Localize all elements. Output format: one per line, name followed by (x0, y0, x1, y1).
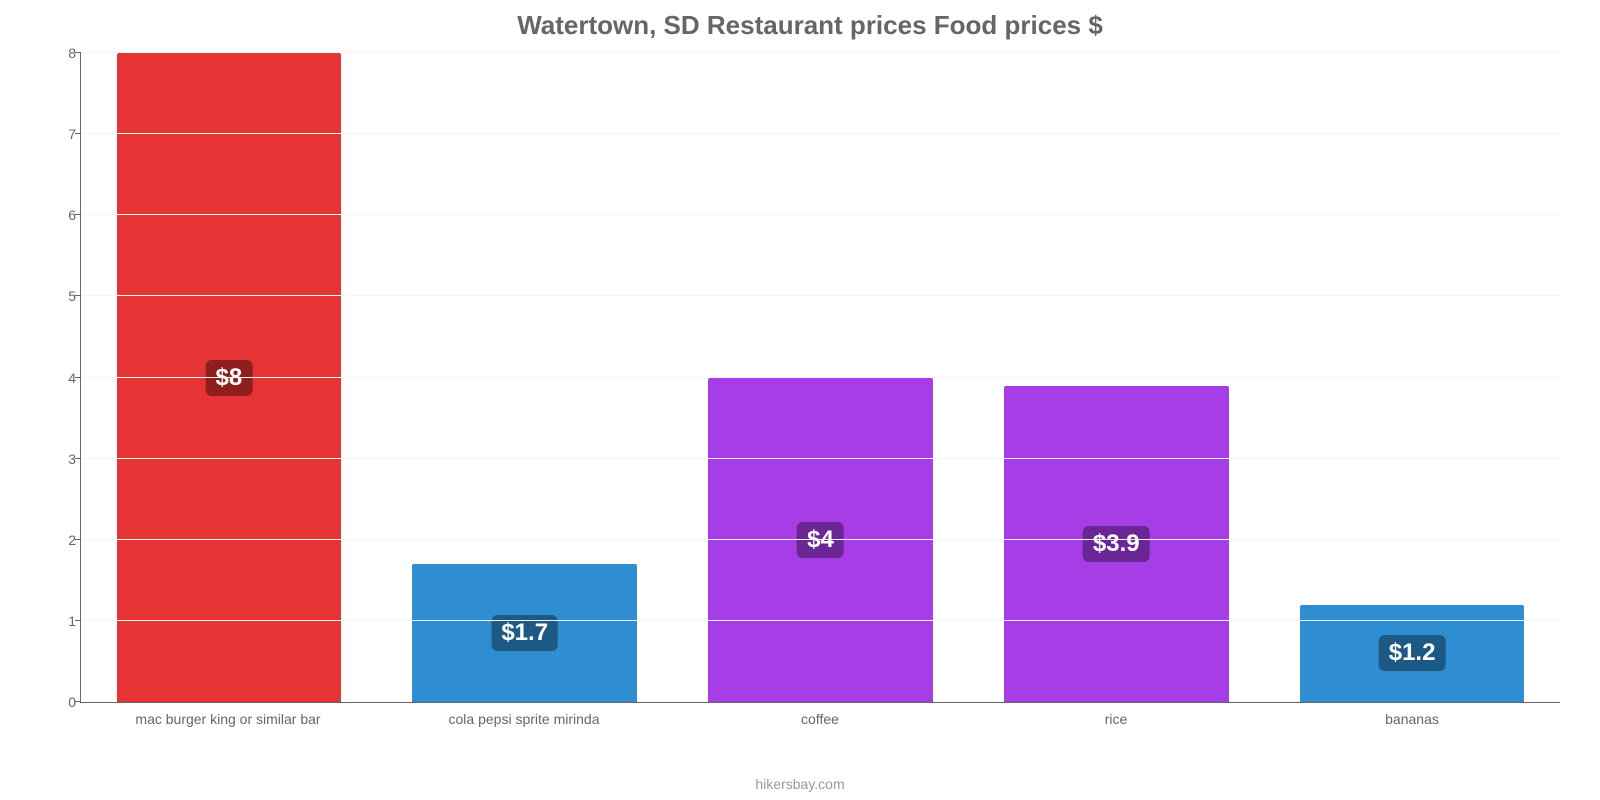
y-tick-label: 6 (51, 207, 76, 223)
x-axis-label: coffee (672, 703, 968, 733)
grid-line (81, 458, 1560, 459)
plot-area: $8$1.7$4$3.9$1.2 012345678 (80, 53, 1560, 703)
bar-value-label: $3.9 (1083, 526, 1150, 562)
chart-title: Watertown, SD Restaurant prices Food pri… (50, 0, 1570, 53)
bar-slot: $1.2 (1264, 53, 1560, 702)
y-tick-label: 0 (51, 694, 76, 710)
grid-line (81, 52, 1560, 53)
y-tick-label: 7 (51, 126, 76, 142)
plot-frame: $8$1.7$4$3.9$1.2 012345678 mac burger ki… (50, 53, 1570, 733)
bar: $1.7 (412, 564, 637, 702)
y-tick-label: 2 (51, 532, 76, 548)
grid-line (81, 214, 1560, 215)
chart-container: Watertown, SD Restaurant prices Food pri… (0, 0, 1600, 800)
bar: $3.9 (1004, 386, 1229, 702)
bar-slot: $1.7 (377, 53, 673, 702)
bar-value-label: $4 (797, 522, 844, 558)
y-tick-label: 3 (51, 451, 76, 467)
bar-slot: $3.9 (968, 53, 1264, 702)
x-axis-label: bananas (1264, 703, 1560, 733)
bar-value-label: $1.2 (1379, 635, 1446, 671)
grid-line (81, 295, 1560, 296)
bar: $8 (117, 53, 342, 702)
grid-line (81, 377, 1560, 378)
x-axis-labels: mac burger king or similar barcola pepsi… (80, 703, 1560, 733)
grid-line (81, 620, 1560, 621)
bar-slot: $4 (673, 53, 969, 702)
y-tick-label: 5 (51, 288, 76, 304)
bar-value-label: $8 (206, 360, 253, 396)
y-tick-label: 8 (51, 45, 76, 61)
bars-group: $8 $1.7 $4 $3.9 $1.2 (81, 53, 1560, 702)
bar-slot: $8 (81, 53, 377, 702)
chart-footer: hikersbay.com (0, 776, 1600, 792)
x-axis-label: mac burger king or similar bar (80, 703, 376, 733)
x-axis-label: rice (968, 703, 1264, 733)
x-axis-label: cola pepsi sprite mirinda (376, 703, 672, 733)
bar: $4 (708, 378, 933, 703)
grid-line (81, 133, 1560, 134)
grid-line (81, 539, 1560, 540)
y-tick-label: 1 (51, 613, 76, 629)
y-tick-label: 4 (51, 370, 76, 386)
